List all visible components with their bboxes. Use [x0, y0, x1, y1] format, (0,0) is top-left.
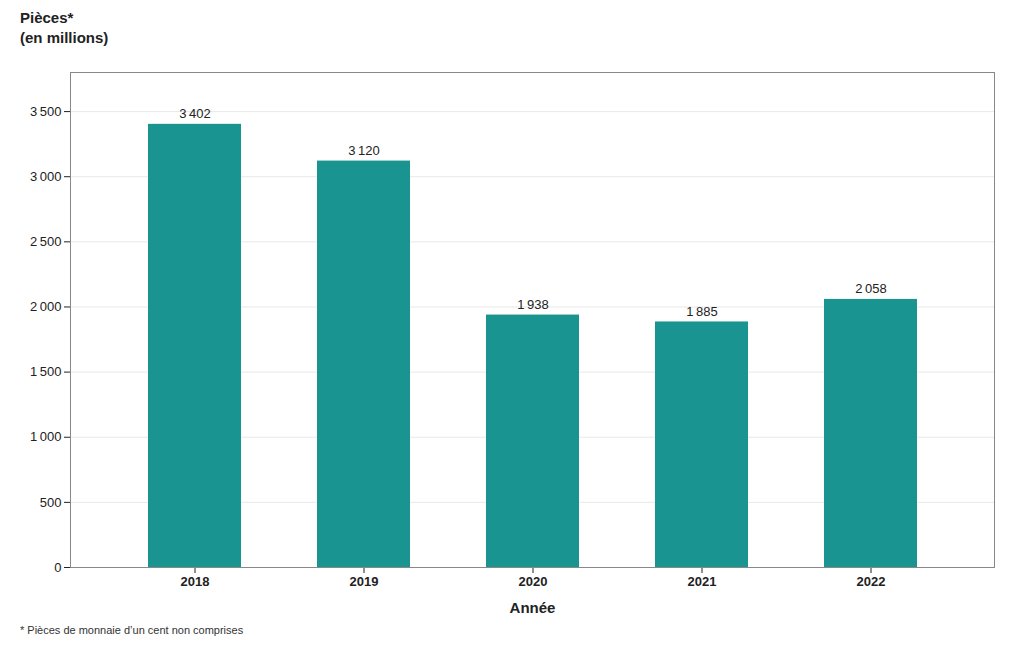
- svg-text:3 120: 3 120: [348, 143, 380, 158]
- svg-text:2020: 2020: [519, 574, 548, 589]
- svg-text:2021: 2021: [688, 574, 717, 589]
- svg-text:1 885: 1 885: [686, 304, 718, 319]
- svg-text:Année: Année: [510, 599, 556, 616]
- svg-text:0: 0: [54, 560, 61, 575]
- html-text:* Pièces de monnaie d’un cent: * Pièces de monnaie d’un cent non compri…: [20, 624, 244, 636]
- svg-text:2 000: 2 000: [30, 299, 62, 314]
- svg-text:2022: 2022: [857, 574, 886, 589]
- svg-text:2 500: 2 500: [30, 234, 62, 249]
- html-text:Pièces* (en millions): Pièces* (en millions): [20, 9, 109, 46]
- svg-text:2 058: 2 058: [855, 281, 887, 296]
- svg-text:1 938: 1 938: [517, 297, 549, 312]
- svg-text:2018: 2018: [181, 574, 210, 589]
- svg-text:2019: 2019: [350, 574, 379, 589]
- svg-text:3 402: 3 402: [179, 106, 211, 121]
- svg-text:3 500: 3 500: [30, 104, 62, 119]
- svg-text:3 000: 3 000: [30, 169, 62, 184]
- svg-text:500: 500: [40, 495, 62, 510]
- svg-text:1 500: 1 500: [30, 364, 62, 379]
- svg-text:1 000: 1 000: [30, 429, 62, 444]
